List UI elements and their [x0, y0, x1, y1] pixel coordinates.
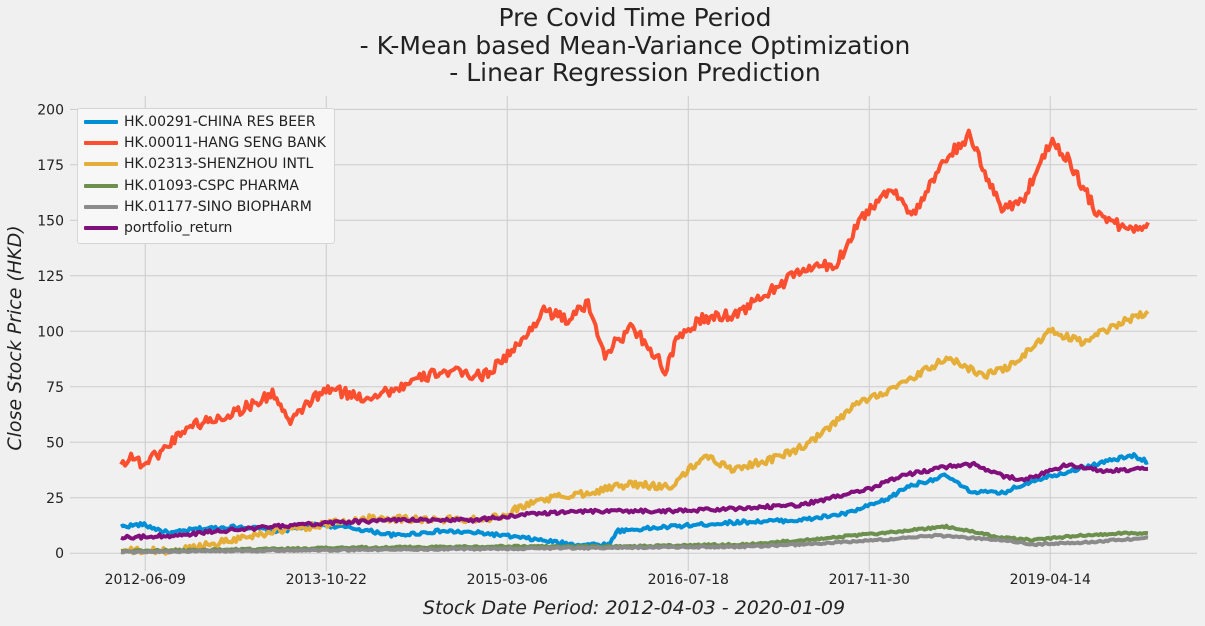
- series-line: [119, 128, 1150, 470]
- chart-title-line: - Linear Regression Prediction: [449, 58, 821, 87]
- x-tick-label: 2016-07-18: [648, 572, 729, 588]
- legend-entry: portfolio_return: [84, 217, 326, 238]
- y-tick-label: 125: [37, 269, 64, 285]
- legend-swatch: [84, 119, 118, 124]
- y-tick-label: 100: [37, 324, 64, 340]
- x-axis-label: Stock Date Period: 2012-04-03 - 2020-01-…: [422, 597, 846, 619]
- x-tick-label: 2015-03-06: [467, 572, 548, 588]
- legend-label: HK.00291-CHINA RES BEER: [124, 113, 316, 130]
- y-tick-label: 25: [46, 491, 64, 507]
- y-axis-label: Close Stock Price (HKD): [4, 225, 26, 451]
- legend-swatch: [84, 183, 118, 188]
- legend-entry: HK.00011-HANG SENG BANK: [84, 132, 326, 153]
- y-tick-label: 175: [37, 158, 64, 174]
- legend-swatch: [84, 226, 118, 231]
- series-line: [120, 460, 1149, 541]
- legend-entry: HK.00291-CHINA RES BEER: [84, 111, 326, 132]
- x-tick-label: 2017-11-30: [829, 572, 910, 588]
- x-tick-label: 2019-04-14: [1010, 572, 1091, 588]
- legend-label: HK.02313-SHENZHOU INTL: [124, 156, 314, 173]
- y-tick-label: 50: [46, 435, 64, 451]
- chart-title: Pre Covid Time Period - K-Mean based Mea…: [0, 4, 1205, 87]
- y-tick-label: 0: [55, 546, 64, 562]
- legend-swatch: [84, 140, 118, 145]
- legend-entry: HK.02313-SHENZHOU INTL: [84, 154, 326, 175]
- legend-entry: HK.01093-CSPC PHARMA: [84, 175, 326, 196]
- x-tick-label: 2012-06-09: [105, 572, 186, 588]
- legend-label: HK.01177-SINO BIOPHARM: [124, 198, 312, 215]
- x-ticks: 2012-06-09 2013-10-22 2015-03-06 2016-07-18…: [105, 572, 1091, 588]
- legend-label: HK.01093-CSPC PHARMA: [124, 177, 300, 194]
- legend-entry: HK.01177-SINO BIOPHARM: [84, 196, 326, 217]
- series-lines: [119, 128, 1150, 556]
- chart-title-line: - K-Mean based Mean-Variance Optimizatio…: [359, 30, 911, 60]
- legend: HK.00291-CHINA RES BEER HK.00011-HANG SEN…: [77, 108, 335, 244]
- legend-label: HK.00011-HANG SENG BANK: [124, 134, 326, 151]
- y-tick-label: 200: [37, 102, 64, 118]
- legend-label: portfolio_return: [124, 220, 233, 237]
- chart-title-line: Pre Covid Time Period: [498, 3, 772, 32]
- legend-swatch: [84, 162, 118, 167]
- y-tick-label: 150: [37, 213, 64, 229]
- legend-swatch: [84, 204, 118, 209]
- y-tick-label: 75: [46, 380, 64, 396]
- y-ticks: 0 25 50 75 100 125 150 175 200: [37, 102, 64, 562]
- series-line: [120, 532, 1149, 555]
- x-tick-label: 2013-10-22: [286, 572, 367, 588]
